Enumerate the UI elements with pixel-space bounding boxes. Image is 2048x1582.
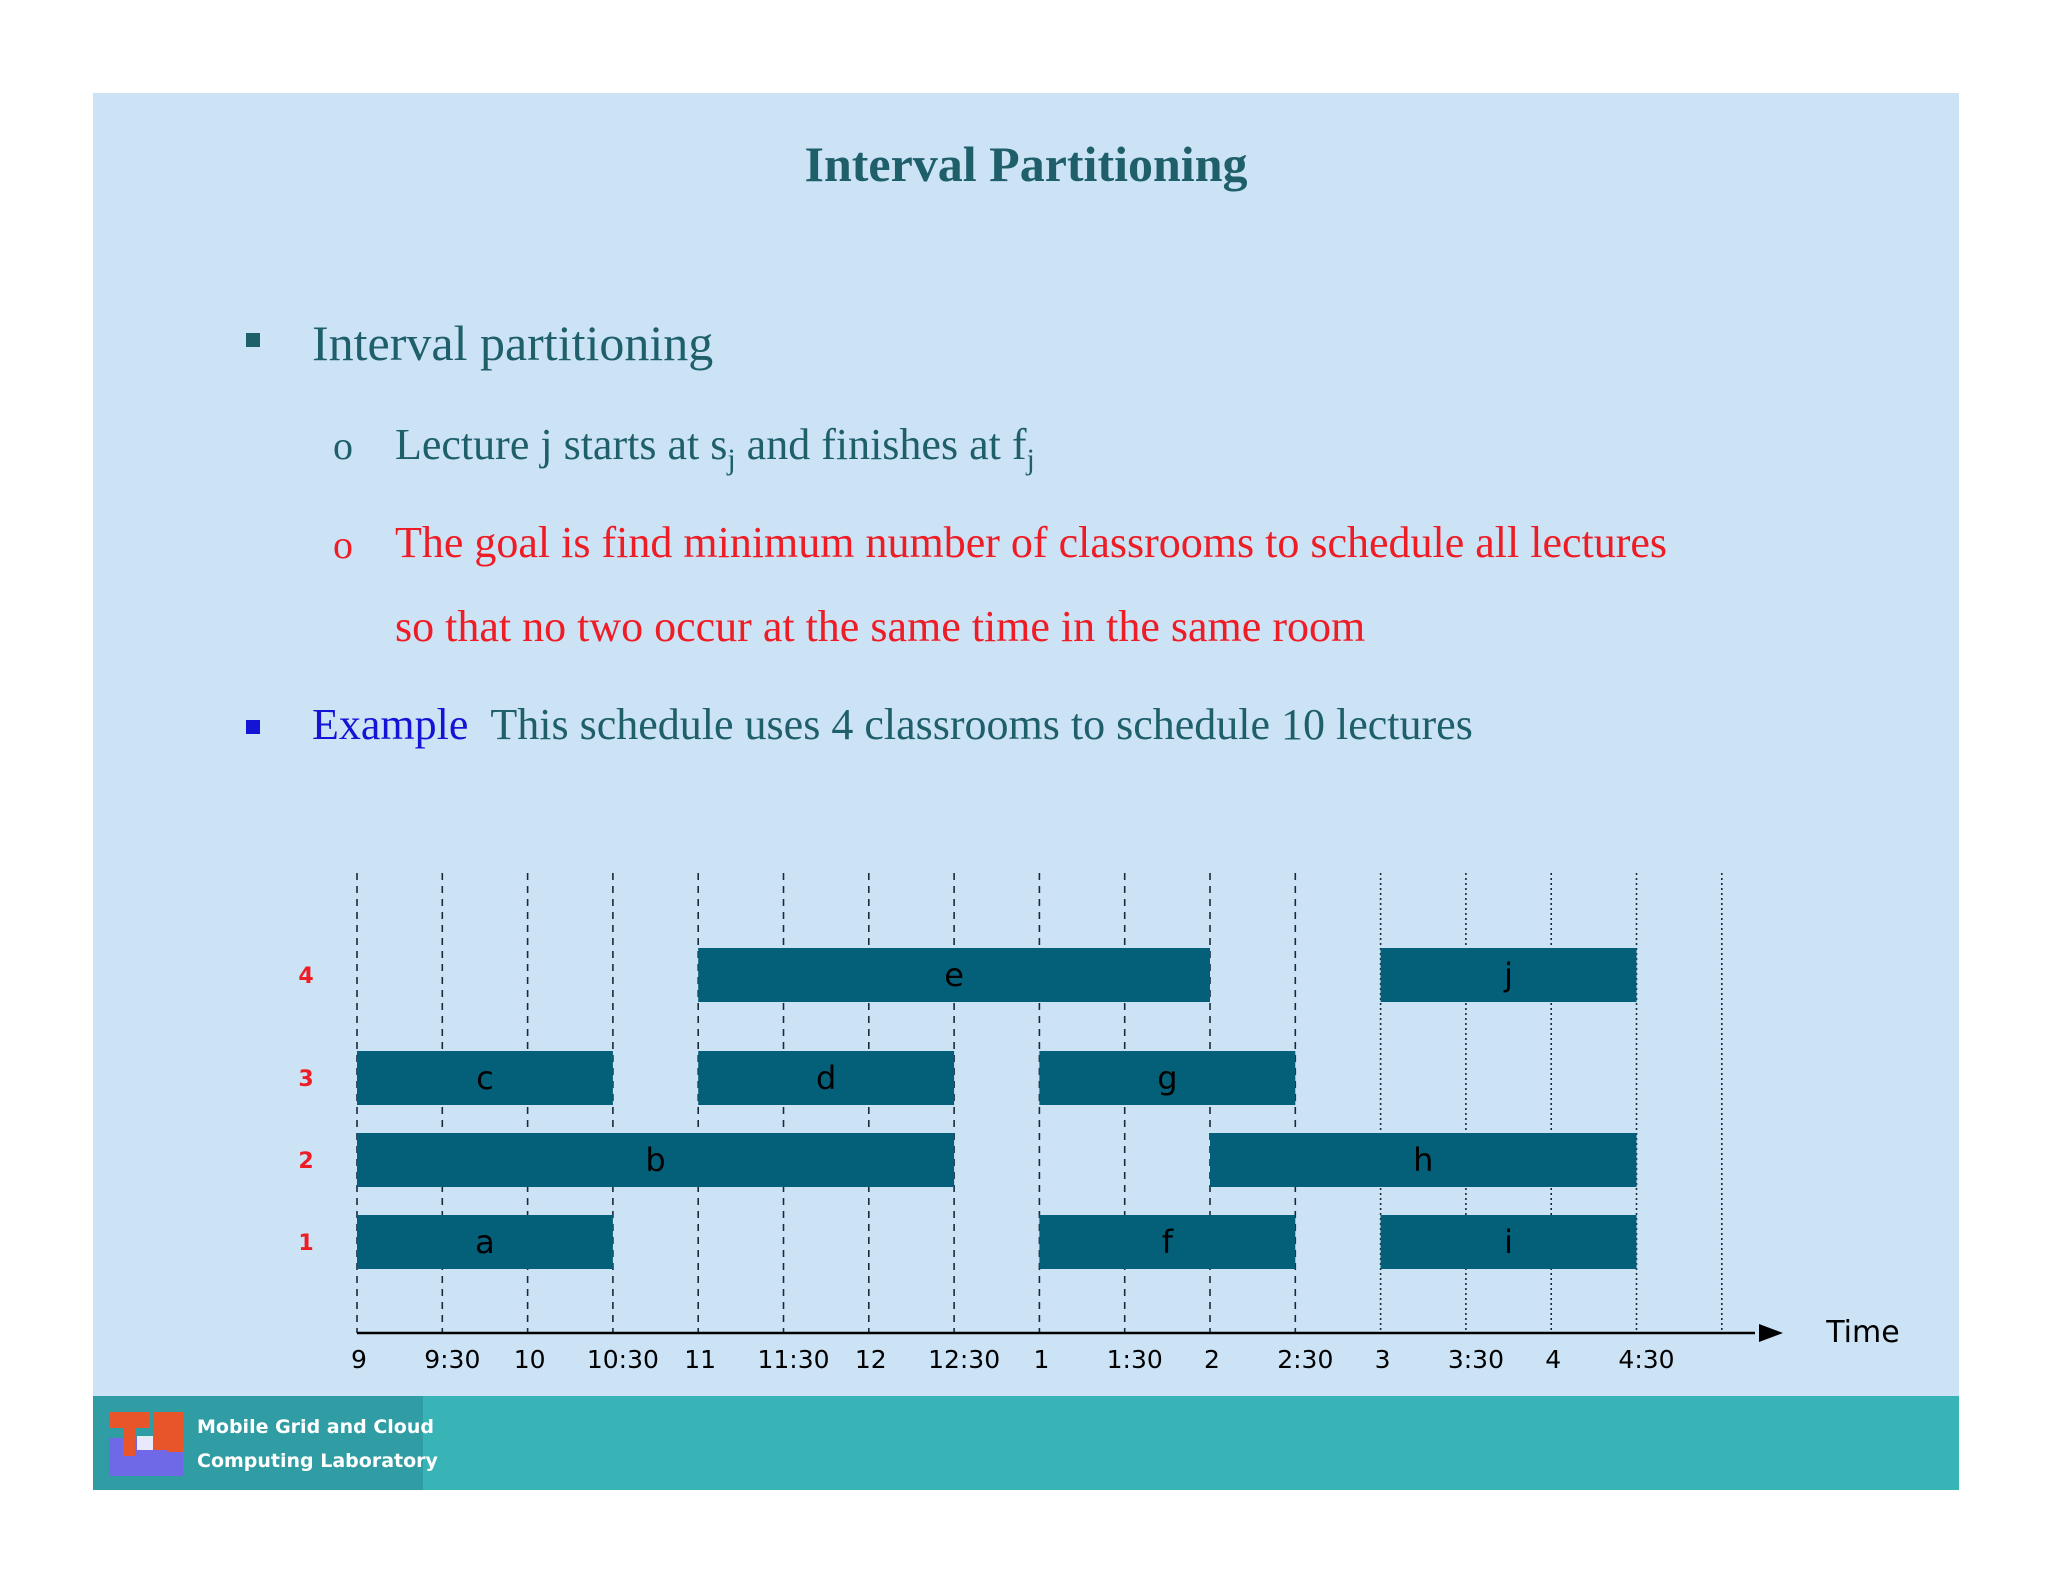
lecture-label-a: a [475,1223,495,1261]
time-tick-label: 12:30 [928,1345,1000,1374]
lecture-bar-c [357,1051,613,1105]
time-tick-label: 3:30 [1448,1345,1504,1374]
lecture-start-subscript: j [727,443,736,476]
logo-text-line2: Computing Laboratory [197,1450,438,1472]
bullet-square-icon [246,720,260,734]
bullet-interval-partitioning: Interval partitioning [312,315,714,371]
room-label: 3 [298,1067,313,1092]
lecture-label-e: e [944,956,964,994]
lecture-label-b: b [645,1141,665,1179]
lecture-bar-f [1039,1215,1296,1269]
lecture-bar-d [698,1051,955,1105]
lecture-bar-b [357,1133,955,1187]
time-tick-label: 9 [351,1345,367,1374]
lecture-label-i: i [1504,1223,1513,1261]
lecture-bar-g [1039,1051,1296,1105]
bullet-circle-icon: o [333,522,353,567]
logo-text-line1: Mobile Grid and Cloud [197,1416,434,1438]
example-text: This schedule uses 4 classrooms to sched… [490,700,1473,749]
time-tick-label: 1 [1033,1345,1049,1374]
time-tick-label: 10:30 [587,1345,659,1374]
lecture-bar-j [1380,948,1637,1002]
lecture-bar-h [1210,1133,1637,1187]
bullet-square-icon [246,333,260,347]
time-tick-label: 2:30 [1277,1345,1333,1374]
time-tick-label: 1:30 [1107,1345,1163,1374]
slide: Interval Partitioning Interval partition… [93,93,1959,1490]
time-tick-label: 11:30 [757,1345,829,1374]
lab-logo-icon [109,1412,183,1476]
room-label: 1 [298,1231,313,1256]
time-axis-label: Time [1825,1315,1899,1350]
room-label: 2 [298,1149,313,1174]
lecture-label-c: c [476,1059,494,1097]
lecture-label-g: g [1157,1059,1177,1097]
time-tick-label: 10 [514,1345,546,1374]
time-tick-label: 12 [855,1345,887,1374]
time-tick-label: 11 [684,1345,716,1374]
lecture-label-h: h [1413,1141,1433,1179]
lecture-text-mid: and finishes at f [735,420,1027,469]
lecture-bar-e [698,948,1210,1002]
bullet-circle-icon: o [333,423,353,468]
lecture-finish-subscript: j [1026,443,1035,476]
lecture-label-f: f [1162,1223,1174,1261]
lecture-label-j: j [1503,956,1513,994]
bullet-example: Example This schedule uses 4 classrooms … [312,703,1473,747]
sub-bullet-goal-line2: so that no two occur at the same time in… [395,602,1366,651]
time-tick-label: 9:30 [424,1345,480,1374]
lecture-bar-a [357,1215,613,1269]
time-tick-label: 4:30 [1618,1345,1674,1374]
footer-bar: Mobile Grid and Cloud Computing Laborato… [93,1396,1959,1490]
time-tick-label: 4 [1545,1345,1561,1374]
time-tick-label: 3 [1375,1345,1391,1374]
time-tick-label: 2 [1204,1345,1220,1374]
sub-bullet-lecture: Lecture j starts at sj and finishes at f… [395,420,1035,475]
lecture-label-d: d [816,1059,836,1097]
sub-bullet-goal-line1: The goal is find minimum number of class… [395,518,1668,567]
example-label: Example [312,700,469,749]
lab-logo: Mobile Grid and Cloud Computing Laborato… [93,1396,438,1490]
lecture-text-prefix: Lecture j starts at s [395,420,728,469]
lecture-bar-i [1380,1215,1637,1269]
slide-title: Interval Partitioning [804,136,1248,192]
time-axis-arrow-icon [1759,1324,1783,1342]
room-label: 4 [298,964,313,989]
